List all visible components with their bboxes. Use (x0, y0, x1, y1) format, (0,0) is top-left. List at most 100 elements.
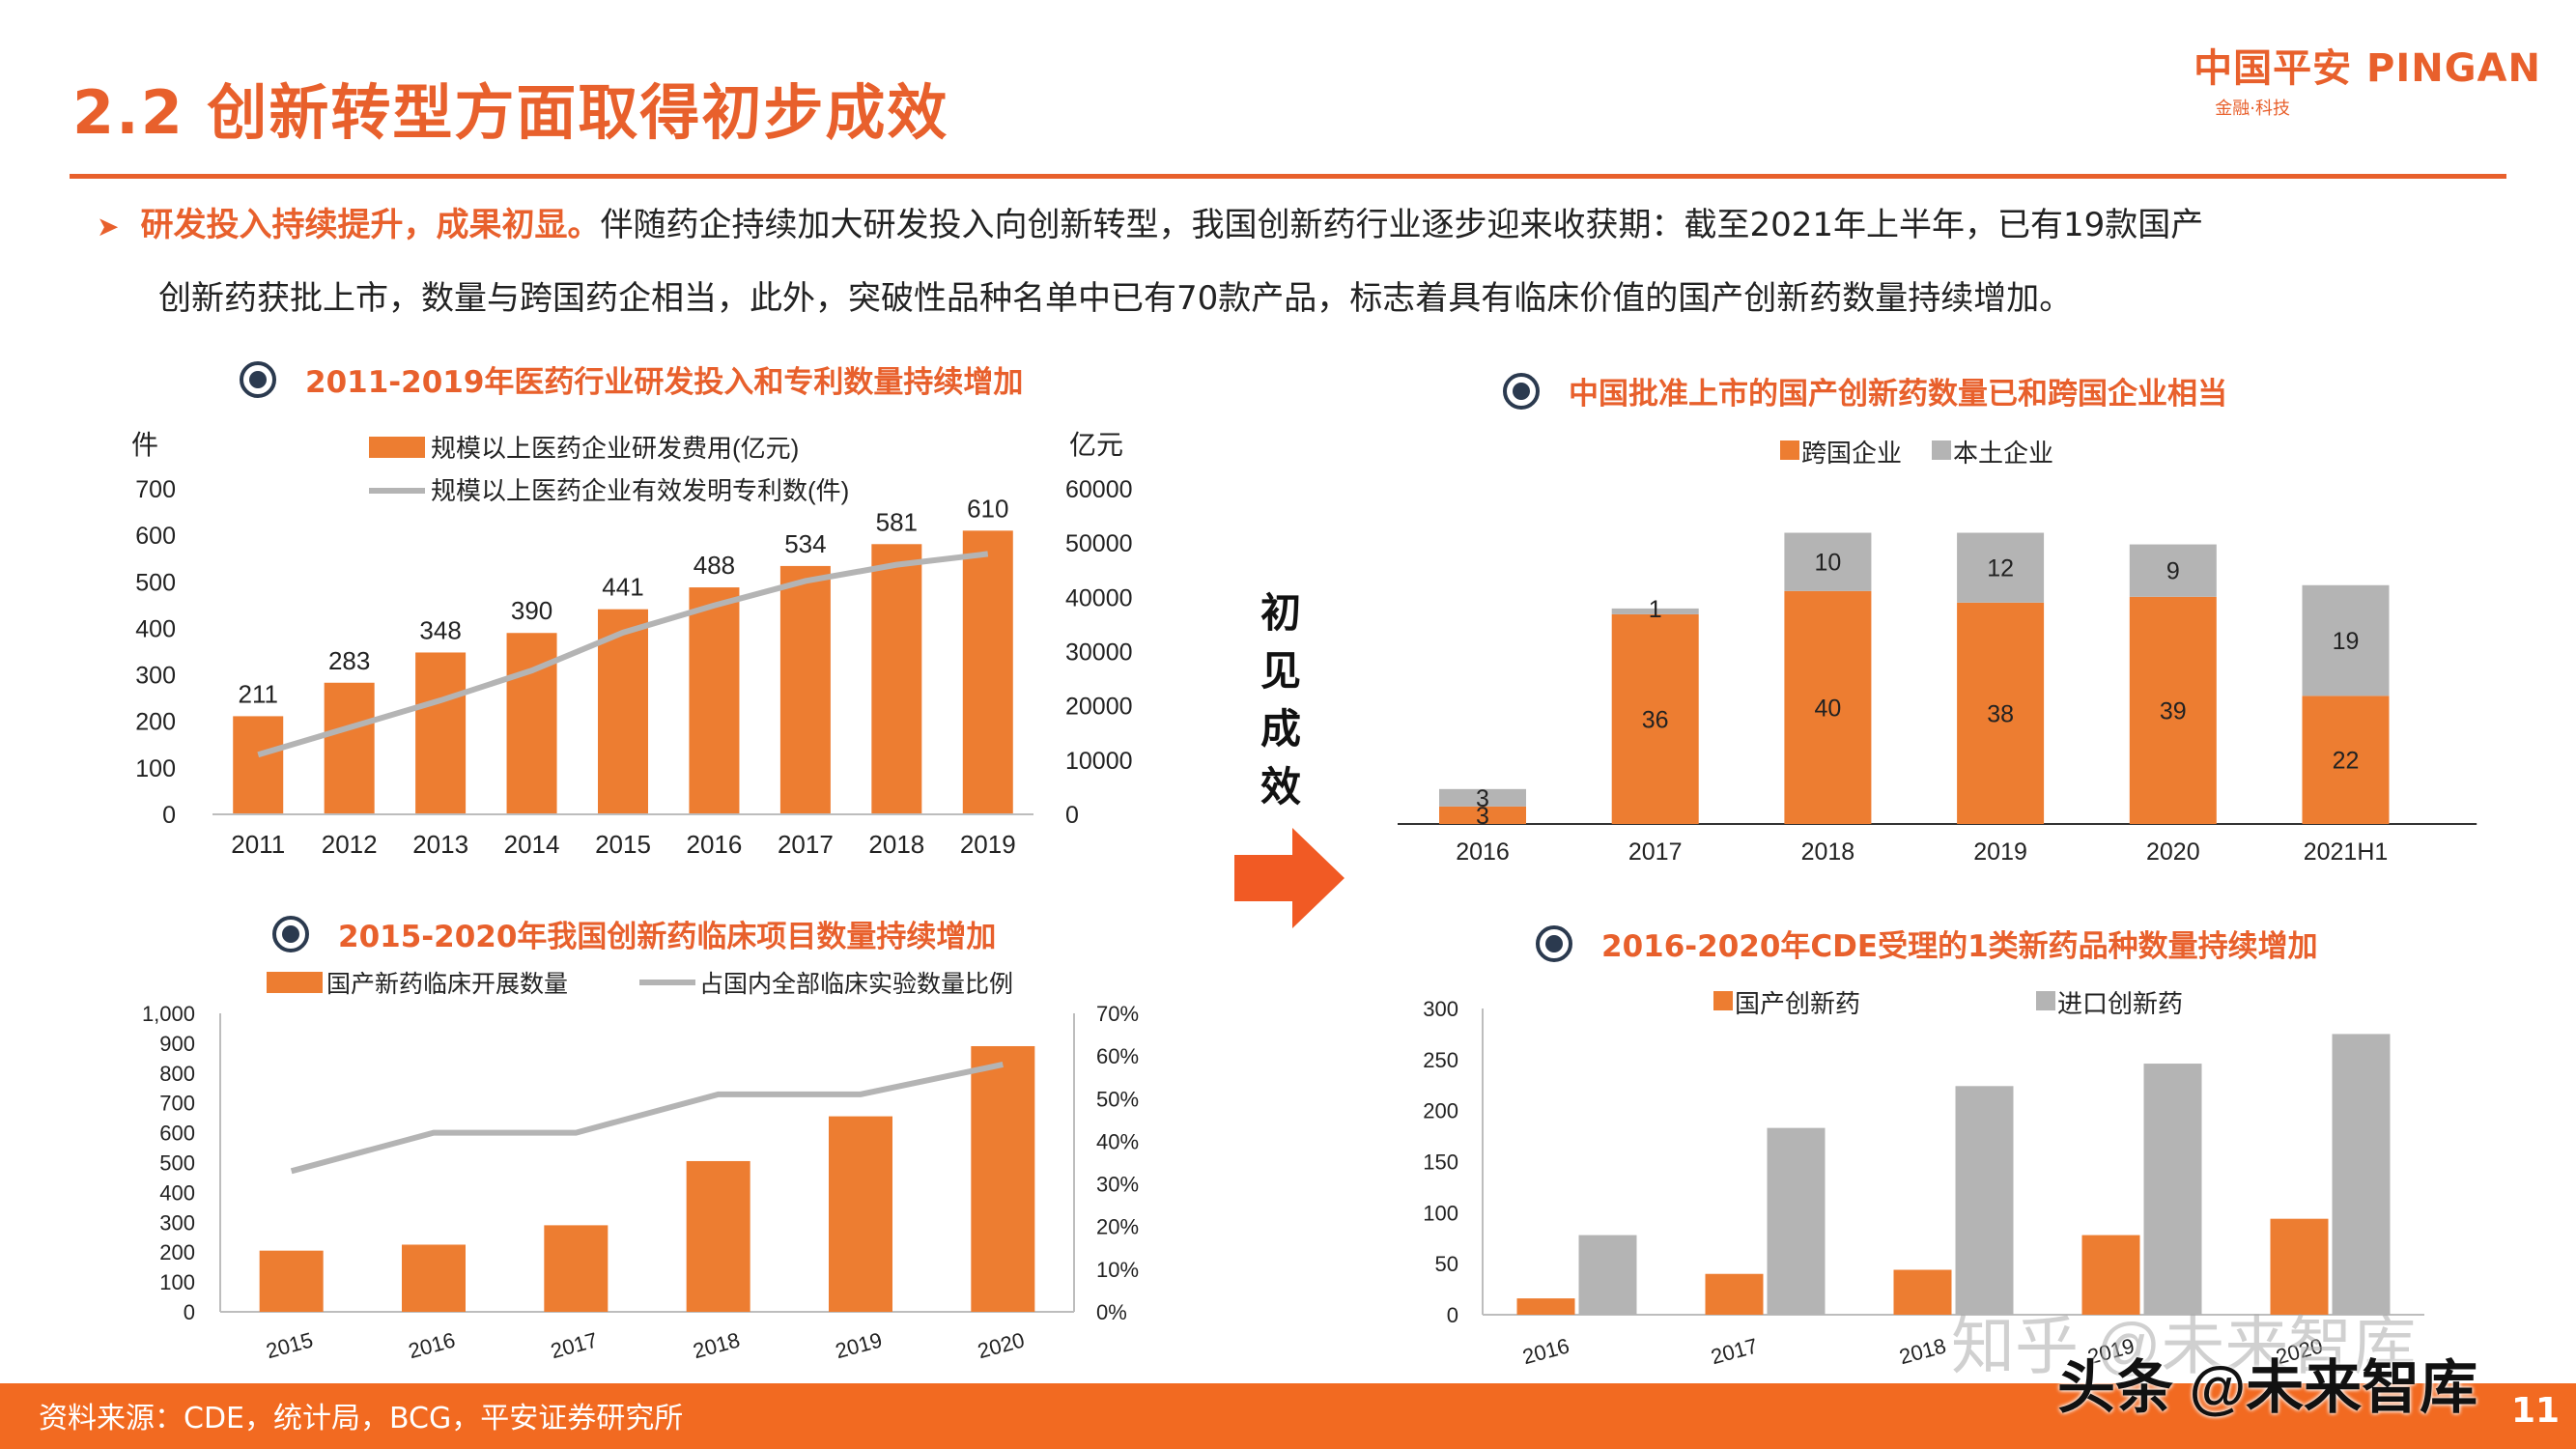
segment-label-domestic: 1 (1649, 596, 1662, 623)
y-tick-left: 500 (159, 1151, 195, 1176)
segment-label-multinational: 22 (2333, 748, 2360, 775)
y-tick-right: 10% (1096, 1258, 1139, 1282)
x-tick-label: 2015 (264, 1327, 316, 1363)
bar-imported-new-drug (1955, 1086, 2014, 1315)
y-tick-left: 700 (159, 1092, 195, 1116)
y-tick-left: 900 (159, 1032, 195, 1056)
bar-clinical-projects (544, 1225, 609, 1312)
x-tick-label: 2020 (2146, 838, 2200, 866)
bar-domestic (1957, 532, 2045, 603)
bar-rd-spend (415, 652, 467, 814)
segment-label-multinational: 40 (1814, 695, 1841, 722)
bar-domestic (1611, 608, 1699, 614)
footer-bar (0, 1383, 2576, 1449)
bar-domestic-new-drug (2081, 1235, 2140, 1315)
bar-rd-spend (779, 565, 831, 814)
center-caption: 初见成效 (1260, 589, 1301, 810)
bar-domestic-new-drug (1516, 1298, 1575, 1315)
legend-swatch-domestic (1932, 440, 1951, 460)
intro-line2: 创新药获批上市，数量与跨国药企相当，此外，突破性品种名单中已有70款产品，标志着… (158, 279, 2073, 318)
chart-clinical-title: 2015-2020年我国创新药临床项目数量持续增加 (338, 920, 997, 954)
segment-label-domestic: 19 (2333, 628, 2360, 655)
y-tick-left: 300 (135, 663, 176, 690)
bar-rd-spend (233, 716, 284, 814)
x-tick-label: 2018 (1801, 838, 1855, 866)
legend-swatch-clinical (267, 972, 323, 993)
x-tick-label: 2017 (778, 830, 834, 859)
y-tick-left: 300 (159, 1210, 195, 1235)
segment-label-domestic: 3 (1476, 785, 1489, 812)
legend-label-domestic: 本土企业 (1953, 439, 2053, 468)
legend-swatch-rd (369, 437, 425, 458)
y-tick: 100 (1423, 1201, 1458, 1225)
bar-clinical-projects (971, 1045, 1035, 1312)
intro-line1: 伴随药企持续加大研发投入向创新转型，我国创新药行业逐步迎来收获期：截至2021年… (600, 206, 2204, 244)
y-tick-right: 20% (1096, 1215, 1139, 1239)
bar-rd-spend (598, 609, 648, 814)
x-tick-label: 2016 (1456, 838, 1510, 866)
bar-data-label: 534 (784, 529, 826, 558)
intro-paragraph: ➤ 研发投入持续提升，成果初显。伴随药企持续加大研发投入向创新转型，我国创新药行业… (97, 189, 2492, 334)
y-tick-left: 0 (162, 802, 176, 829)
line-patents (257, 551, 989, 758)
y-tick-left: 700 (135, 476, 176, 503)
legend-label-multinational: 跨国企业 (1801, 439, 1902, 468)
y-tick-left: 500 (135, 569, 176, 596)
bar-rd-spend (689, 587, 740, 814)
x-tick-label: 2011 (231, 830, 285, 859)
bar-multinational (1611, 613, 1699, 824)
bullet-arrow-icon: ➤ (97, 211, 120, 242)
chart-rd-title: 2011-2019年医药行业研发投入和专利数量持续增加 (305, 365, 1024, 400)
page-title: 2.2 创新转型方面取得初步成效 (72, 77, 949, 148)
bar-clinical-projects (829, 1116, 892, 1312)
y-tick-right: 40% (1096, 1129, 1139, 1153)
line-clinical-ratio (290, 1062, 1004, 1175)
legend-label-domestic-new: 国产创新药 (1735, 989, 1860, 1018)
legend-swatch-imported-new (2036, 991, 2055, 1010)
bar-data-label: 581 (876, 507, 918, 536)
bar-clinical-projects (402, 1244, 466, 1312)
y-tick: 250 (1423, 1048, 1458, 1072)
y-tick-left: 100 (135, 755, 176, 782)
x-tick-label: 2016 (687, 830, 743, 859)
bar-clinical-projects (259, 1250, 324, 1312)
x-tick-label: 2014 (504, 830, 560, 859)
bar-data-label: 441 (602, 573, 643, 602)
x-tick-label: 2018 (691, 1327, 743, 1363)
bar-imported-new-drug (1767, 1127, 1826, 1315)
x-tick-label: 2018 (868, 830, 924, 859)
segment-label-domestic: 9 (2166, 558, 2180, 585)
legend-label-rd: 规模以上医药企业研发费用(亿元) (431, 434, 799, 463)
y-tick: 300 (1423, 997, 1458, 1021)
y-tick-left: 100 (159, 1270, 195, 1294)
watermark-toutiao: 头条 @未来智库 (2057, 1355, 2478, 1420)
x-tick-label: 2016 (406, 1327, 458, 1363)
x-tick-label: 2013 (412, 830, 468, 859)
segment-label-multinational: 3 (1476, 803, 1489, 830)
intro-lead: 研发投入持续提升，成果初显。 (140, 206, 601, 244)
x-tick-label: 2019 (960, 830, 1016, 859)
y-tick-left: 800 (159, 1062, 195, 1086)
legend-label-ratio: 占国内全部临床实验数量比例 (699, 971, 1013, 998)
x-tick-label: 2019 (1973, 838, 2027, 866)
bar-multinational (1784, 590, 1872, 824)
target-icon (1503, 372, 1540, 410)
source-note: 资料来源：CDE，统计局，BCG，平安证券研究所 (39, 1402, 684, 1435)
legend-label-imported-new: 进口创新药 (2057, 989, 2183, 1018)
bar-imported-new-drug (2143, 1064, 2202, 1315)
company-logo: 中国平安 PINGAN 金融·科技 (2136, 37, 2541, 120)
y-tick: 200 (1423, 1099, 1458, 1123)
y-tick-left: 0 (184, 1300, 195, 1324)
chart-clinical-heading: 2015-2020年我国创新药临床项目数量持续增加 (272, 912, 996, 955)
logo-tagline: 金融·科技 (2215, 99, 2290, 119)
x-tick-label: 2018 (1897, 1333, 1949, 1369)
bar-multinational (1957, 602, 2045, 824)
legend-label-patents: 规模以上医药企业有效发明专利数(件) (431, 476, 849, 505)
bar-domestic (2302, 584, 2390, 696)
x-tick-label: 2012 (322, 830, 378, 859)
bar-multinational (2129, 596, 2217, 824)
y-tick-right: 50% (1096, 1087, 1139, 1111)
y-tick-right: 40000 (1065, 584, 1133, 611)
y-tick-right: 60000 (1065, 476, 1133, 503)
legend-swatch-multinational (1780, 440, 1799, 460)
